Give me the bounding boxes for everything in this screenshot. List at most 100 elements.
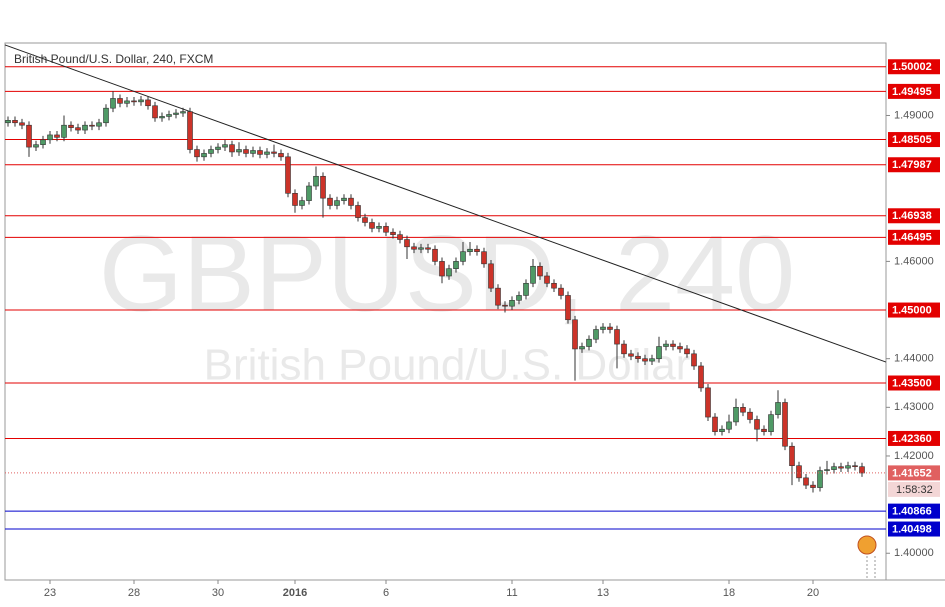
level-label: 1.43500: [892, 377, 932, 389]
candle-body: [355, 205, 361, 218]
candle-body: [117, 98, 123, 104]
candle-body: [488, 263, 494, 289]
y-tick-label: 1.49000: [894, 109, 934, 121]
level-label-box: [888, 229, 940, 245]
level-label-box: [888, 208, 940, 224]
candle-body: [642, 358, 648, 362]
candle-body: [733, 407, 739, 423]
candle-body: [600, 326, 606, 330]
x-tick-label: 2016: [283, 587, 307, 599]
candle-body: [383, 226, 389, 233]
candle-body: [404, 239, 410, 248]
candle-body: [229, 144, 235, 153]
candle-body: [530, 265, 536, 284]
level-label-box: [888, 132, 940, 148]
y-tick-label: 1.43000: [894, 401, 934, 413]
candle-body: [187, 111, 193, 150]
candle-body: [558, 287, 564, 296]
candle-body: [453, 261, 459, 269]
level-label: 1.47987: [892, 159, 932, 171]
level-label-box: [888, 59, 940, 75]
x-tick-label: 30: [212, 587, 224, 599]
x-tick-label: 18: [723, 587, 735, 599]
candle-body: [75, 127, 81, 131]
countdown-label: 1:58:32: [896, 484, 933, 496]
candle-body: [89, 124, 95, 127]
candle-body: [572, 319, 578, 350]
plot: [4, 44, 887, 530]
candle-body: [635, 355, 641, 359]
countdown-box: [888, 481, 940, 497]
candle-body: [61, 124, 67, 138]
candle-body: [12, 120, 18, 124]
candle-body: [789, 445, 795, 466]
candle-body: [5, 120, 11, 124]
x-tick-label: 23: [44, 587, 56, 599]
candle-body: [544, 275, 550, 284]
level-label-box: [888, 83, 940, 99]
candle-body: [593, 329, 599, 340]
watermark-name: British Pound/U.S. Dollar: [204, 341, 691, 390]
candle-body: [82, 124, 88, 131]
x-tick-label: 28: [128, 587, 140, 599]
candle-body: [425, 247, 431, 250]
candle-body: [460, 251, 466, 262]
candle-body: [810, 484, 816, 488]
watermark: GBPUSD, 240 British Pound/U.S. Dollar: [99, 213, 795, 390]
candle-body: [712, 416, 718, 432]
candle-body: [502, 304, 508, 307]
candle-body: [607, 326, 613, 330]
level-label: 1.45000: [892, 304, 932, 316]
chart-title: British Pound/U.S. Dollar, 240, FXCM: [14, 52, 213, 66]
level-label: 1.40866: [892, 506, 932, 518]
candle-body: [474, 248, 480, 252]
candle-body: [201, 153, 207, 158]
candle-body: [824, 469, 830, 471]
candle-body: [761, 428, 767, 432]
candle-body: [145, 99, 151, 107]
candle-body: [208, 149, 214, 154]
candle-body: [747, 411, 753, 420]
candle-body: [376, 226, 382, 229]
x-tick-label: 13: [597, 587, 609, 599]
current-price-box: [888, 465, 940, 481]
candle-body: [243, 149, 249, 154]
level-label: 1.48505: [892, 134, 932, 146]
candle-body: [432, 248, 438, 262]
candle-body: [663, 343, 669, 347]
candle-body: [838, 466, 844, 469]
candle-body: [54, 134, 60, 138]
candle-body: [271, 151, 277, 154]
candle-body: [348, 197, 354, 206]
candle-body: [740, 407, 746, 413]
y-tick-label: 1.40000: [894, 547, 934, 559]
candle-body: [390, 231, 396, 235]
candle-body: [250, 150, 256, 154]
candle-body: [509, 300, 515, 307]
candle-body: [754, 419, 760, 430]
candle-body: [439, 261, 445, 277]
candle-body: [180, 111, 186, 114]
candle-body: [418, 247, 424, 250]
candle-body: [152, 105, 158, 119]
candle-body: [215, 146, 221, 150]
icon-circle: [857, 535, 877, 555]
candle-body: [467, 248, 473, 252]
candle-body: [684, 348, 690, 355]
candle-body: [103, 107, 109, 124]
candle-body: [285, 156, 291, 194]
candle-body: [719, 428, 725, 432]
candle-body: [68, 124, 74, 128]
candle-body: [341, 197, 347, 201]
candle-body: [551, 282, 557, 289]
trendline: [4, 44, 887, 363]
candle-body: [782, 402, 788, 447]
level-label-box: [888, 157, 940, 173]
candle-body: [446, 268, 452, 277]
candle-body: [292, 193, 298, 206]
y-tick-label: 1.46000: [894, 255, 934, 267]
level-label: 1.40498: [892, 523, 932, 535]
level-label-box: [888, 302, 940, 318]
candle-body: [803, 477, 809, 486]
